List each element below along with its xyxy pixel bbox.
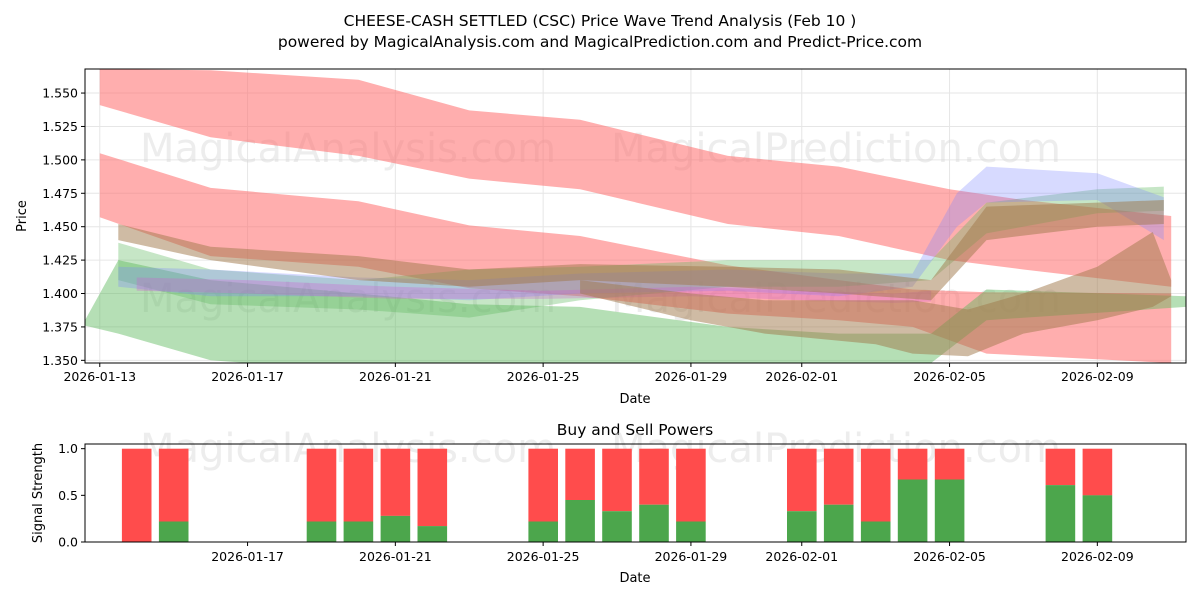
price-band-brown-low xyxy=(580,232,1172,357)
sell-bar xyxy=(1082,448,1113,496)
sell-bar xyxy=(823,448,854,505)
price-x-tick-label: 2026-02-09 xyxy=(1061,369,1134,384)
signal-x-tick-label: 2026-02-05 xyxy=(913,549,986,564)
price-y-tick-label: 1.475 xyxy=(42,186,78,201)
main-chart-subtitle: powered by MagicalAnalysis.com and Magic… xyxy=(278,33,922,51)
signal-y-tick-label: 0.5 xyxy=(58,488,78,503)
signal-y-tick-label: 0.0 xyxy=(58,535,78,550)
sell-bar xyxy=(380,448,411,516)
sell-bar xyxy=(565,448,595,500)
price-x-tick-label: 2026-01-29 xyxy=(655,369,728,384)
buy-bar xyxy=(158,521,189,542)
buy-bar xyxy=(1045,485,1076,542)
signal-chart-title: Buy and Sell Powers xyxy=(557,421,714,439)
buy-bar xyxy=(823,504,854,542)
sell-bar xyxy=(897,448,928,480)
buy-bar xyxy=(343,521,374,542)
sell-bar xyxy=(860,448,891,522)
signal-plot-frame xyxy=(84,443,1187,543)
signal-x-tick-label: 2026-02-01 xyxy=(765,549,838,564)
signal-y-tick-label: 1.0 xyxy=(58,441,78,456)
price-x-tick-label: 2026-01-21 xyxy=(359,369,432,384)
buy-bar xyxy=(934,479,965,542)
price-plot-area: MagicalAnalysis.com MagicalPrediction.co… xyxy=(15,68,1187,407)
price-y-tick-label: 1.500 xyxy=(42,152,78,167)
sell-bar xyxy=(528,448,558,522)
buy-bar xyxy=(565,500,595,542)
price-bands xyxy=(85,69,1186,363)
buy-bar xyxy=(1082,495,1113,542)
signal-y-label: Signal Strength xyxy=(31,443,46,543)
buy-bar xyxy=(602,511,632,542)
price-y-tick-label: 1.375 xyxy=(42,319,78,334)
sell-bar xyxy=(1045,448,1076,486)
signal-x-tick-label: 2026-01-21 xyxy=(359,549,432,564)
sell-bar xyxy=(306,448,337,522)
signal-axes: 2026-01-17 2026-01-21 2026-01-25 2026-01-29… xyxy=(58,441,1134,564)
price-x-tick-label: 2026-01-13 xyxy=(63,369,136,384)
sell-bar xyxy=(934,448,965,480)
price-y-tick-label: 1.525 xyxy=(42,119,78,134)
buy-bar xyxy=(639,504,669,542)
price-y-label: Price xyxy=(15,200,30,232)
price-plot-frame xyxy=(84,68,1187,364)
signal-x-tick-label: 2026-01-25 xyxy=(507,549,580,564)
buy-bar xyxy=(897,479,928,542)
signal-x-tick-label: 2026-02-09 xyxy=(1061,549,1134,564)
sell-bar xyxy=(158,448,189,522)
price-y-tick-label: 1.550 xyxy=(42,86,78,101)
price-x-tick-label: 2026-02-05 xyxy=(913,369,986,384)
price-band-red-upper xyxy=(99,69,1172,287)
price-x-tick-label: 2026-01-17 xyxy=(211,369,284,384)
price-x-label: Date xyxy=(619,392,650,407)
signal-x-label: Date xyxy=(619,571,650,586)
signal-bars xyxy=(121,448,1113,542)
price-y-tick-label: 1.400 xyxy=(42,286,78,301)
sell-bar xyxy=(602,448,632,512)
signal-x-tick-label: 2026-01-29 xyxy=(655,549,728,564)
buy-bar xyxy=(676,521,706,542)
price-x-tick-label: 2026-02-01 xyxy=(765,369,838,384)
sell-bar xyxy=(639,448,669,505)
price-y-tick-label: 1.450 xyxy=(42,219,78,234)
price-axes: 2026-01-13 2026-01-17 2026-01-21 2026-01-25… xyxy=(42,86,1133,384)
sell-bar xyxy=(787,448,817,512)
sell-bar xyxy=(676,448,706,522)
buy-bar xyxy=(787,511,817,542)
main-chart-title: CHEESE-CASH SETTLED (CSC) Price Wave Tre… xyxy=(344,12,857,30)
buy-bar xyxy=(860,521,891,542)
sell-bar xyxy=(343,448,374,522)
price-y-tick-label: 1.350 xyxy=(42,353,78,368)
sell-bar xyxy=(417,448,448,527)
price-band-green-band xyxy=(118,186,1164,318)
sell-bar xyxy=(121,448,152,542)
price-band-brown-band xyxy=(118,200,1164,301)
price-band-magenta-band xyxy=(136,277,932,303)
price-x-tick-label: 2026-01-25 xyxy=(507,369,580,384)
buy-bar xyxy=(528,521,558,542)
buy-bar xyxy=(380,515,411,542)
signal-plot-area: Buy and Sell Powers MagicalAnalysis.com … xyxy=(31,421,1187,586)
signal-x-tick-label: 2026-01-17 xyxy=(211,549,284,564)
buy-bar xyxy=(417,526,448,542)
buy-bar xyxy=(306,521,337,542)
price-y-tick-label: 1.425 xyxy=(42,253,78,268)
